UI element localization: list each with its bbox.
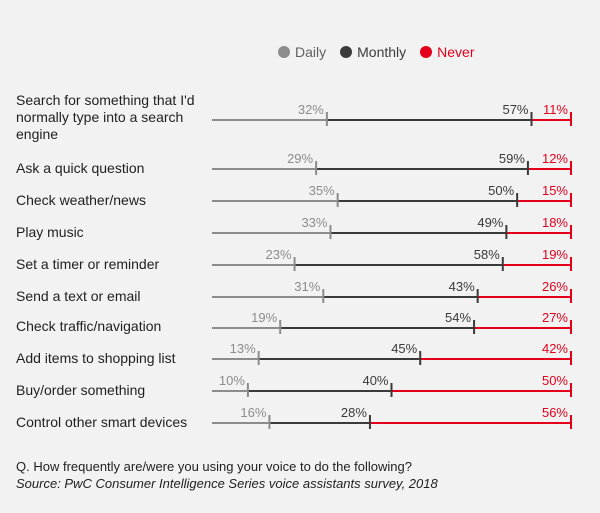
legend-label-never: Never: [437, 44, 475, 60]
category-label: Set a timer or reminder: [16, 256, 160, 272]
value-label-monthly: 54%: [445, 310, 471, 325]
value-label-monthly: 28%: [341, 405, 367, 420]
value-label-never: 50%: [542, 373, 568, 388]
category-label: Send a text or email: [16, 288, 141, 304]
value-label-monthly: 45%: [391, 341, 417, 356]
value-label-daily: 10%: [219, 373, 245, 388]
value-label-daily: 35%: [309, 183, 335, 198]
value-label-monthly: 49%: [477, 215, 503, 230]
value-label-daily: 13%: [230, 341, 256, 356]
footer-question: Q. How frequently are/were you using you…: [16, 459, 412, 474]
value-label-never: 19%: [542, 247, 568, 262]
legend-dot-monthly: [340, 46, 353, 58]
category-label: Check traffic/navigation: [16, 318, 162, 334]
value-label-daily: 33%: [301, 215, 327, 230]
value-label-daily: 23%: [266, 247, 292, 262]
legend-dot-never: [420, 46, 433, 58]
category-label: Ask a quick question: [16, 160, 145, 176]
category-label: Control other smart devices: [16, 414, 188, 430]
legend-item-monthly: Monthly: [340, 44, 406, 60]
value-label-daily: 29%: [287, 151, 313, 166]
legend-label-daily: Daily: [295, 44, 327, 60]
value-label-never: 42%: [542, 341, 568, 356]
legend-label-monthly: Monthly: [357, 44, 407, 60]
value-label-never: 15%: [542, 183, 568, 198]
value-label-daily: 32%: [298, 102, 324, 117]
value-label-never: 56%: [542, 405, 568, 420]
category-label: Add items to shopping list: [16, 350, 176, 366]
value-label-daily: 31%: [294, 279, 320, 294]
category-label: Search for something that I'd normally t…: [16, 92, 195, 142]
value-label-daily: 16%: [240, 405, 266, 420]
value-label-never: 26%: [542, 279, 568, 294]
value-label-never: 12%: [542, 151, 568, 166]
legend-item-never: Never: [420, 44, 475, 60]
value-label-monthly: 50%: [488, 183, 514, 198]
footer-source: Source: PwC Consumer Intelligence Series…: [16, 476, 438, 491]
value-label-monthly: 40%: [362, 373, 388, 388]
legend-dot-daily: [278, 46, 290, 58]
category-label: Check weather/news: [16, 192, 146, 208]
value-label-daily: 19%: [251, 310, 277, 325]
category-label: Play music: [16, 224, 84, 240]
value-label-monthly: 58%: [474, 247, 500, 262]
category-label: Buy/order something: [16, 382, 146, 398]
value-label-never: 18%: [542, 215, 568, 230]
value-label-never: 27%: [542, 310, 568, 325]
value-label-monthly: 59%: [499, 151, 525, 166]
legend-item-daily: Daily: [278, 44, 326, 60]
legend: Daily Monthly Never: [278, 44, 475, 60]
value-label-monthly: 57%: [502, 102, 528, 117]
value-label-never: 11%: [543, 102, 568, 117]
value-label-monthly: 43%: [449, 279, 475, 294]
